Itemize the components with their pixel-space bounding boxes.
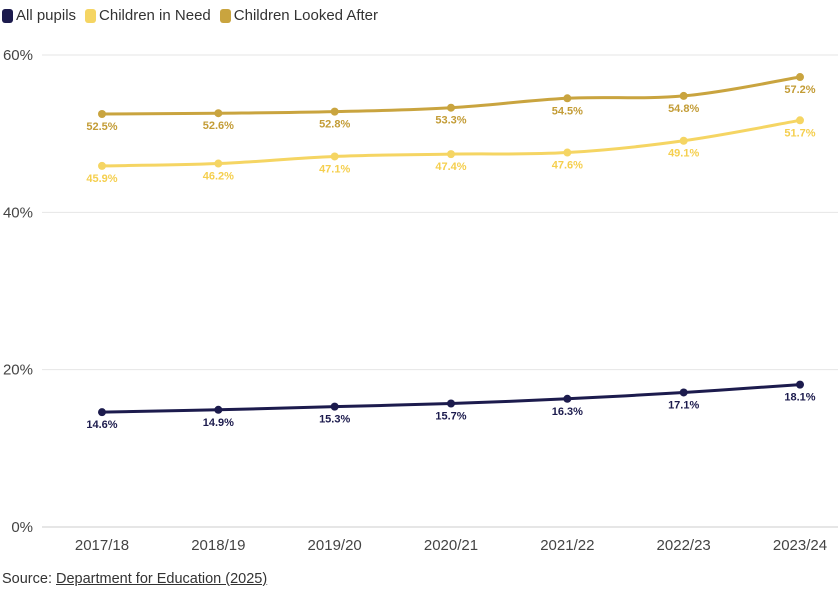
data-point: [330, 107, 339, 116]
data-point: [796, 116, 804, 125]
line-chart: 0% 20% 40% 60% 2017/18 2018/19 2019/20 2020/21 2…: [3, 47, 838, 554]
data-point: [679, 388, 688, 397]
y-tick-label: 20%: [3, 362, 33, 379]
legend-label-children-in-need: Children in Need: [99, 7, 211, 24]
data-point: [447, 399, 455, 408]
data-label: 52.8%: [319, 119, 350, 131]
data-label: 17.1%: [668, 399, 699, 411]
data-label: 52.5%: [86, 121, 117, 133]
data-point: [447, 150, 455, 159]
x-tick-label: 2021/22: [540, 537, 594, 554]
legend-label-children-looked-after: Children Looked After: [233, 7, 379, 24]
data-point: [214, 405, 223, 414]
legend-swatch-all-pupils: [2, 8, 13, 23]
data-label: 16.3%: [552, 406, 583, 418]
data-label: 45.9%: [86, 173, 117, 185]
data-point: [563, 394, 572, 403]
chart-legend: All pupils Children in Need Children Loo…: [2, 7, 381, 24]
legend-item-children-in-need[interactable]: Children in Need: [85, 7, 211, 24]
x-tick-label: 2020/21: [424, 537, 478, 554]
data-point: [330, 402, 339, 411]
source-note: Source: Department for Education (2025): [2, 571, 267, 587]
data-point: [679, 136, 688, 145]
x-tick-label: 2022/23: [657, 537, 711, 554]
legend-label-all-pupils: All pupils: [16, 7, 77, 24]
data-label: 51.7%: [784, 127, 815, 139]
data-point: [98, 110, 106, 118]
data-point: [796, 73, 804, 82]
data-point: [98, 408, 106, 417]
data-label: 18.1%: [784, 392, 815, 404]
data-label: 47.1%: [319, 163, 350, 175]
data-label: 15.7%: [435, 410, 466, 422]
data-label: 47.6%: [552, 160, 583, 172]
data-point: [563, 94, 572, 103]
source-prefix: Source:: [2, 571, 56, 587]
legend-item-children-looked-after[interactable]: Children Looked After: [219, 7, 379, 24]
legend-swatch-children-in-need: [85, 8, 97, 23]
data-label: 15.3%: [319, 414, 350, 426]
x-tick-label: 2023/24: [773, 537, 827, 554]
legend-item-all-pupils[interactable]: All pupils: [2, 7, 76, 24]
x-tick-label: 2019/20: [308, 537, 362, 554]
data-label: 57.2%: [784, 84, 815, 96]
data-point: [214, 109, 223, 118]
data-point: [447, 103, 455, 112]
y-tick-label: 60%: [3, 47, 33, 64]
x-tick-label: 2017/18: [75, 537, 129, 554]
data-label: 52.6%: [203, 120, 234, 132]
legend-swatch-children-looked-after: [219, 8, 231, 23]
source-link[interactable]: Department for Education (2025): [56, 571, 268, 587]
data-point: [98, 161, 106, 170]
data-label: 47.4%: [435, 161, 466, 173]
data-label: 14.6%: [86, 419, 117, 431]
data-label: 54.8%: [668, 103, 699, 115]
data-label: 54.5%: [552, 105, 583, 117]
data-point: [679, 91, 688, 100]
data-point: [796, 380, 804, 389]
data-label: 49.1%: [668, 148, 699, 160]
data-label: 53.3%: [435, 115, 466, 127]
data-label: 14.9%: [203, 417, 234, 429]
data-point: [563, 148, 572, 157]
data-point: [214, 159, 223, 168]
data-label: 46.2%: [203, 171, 234, 183]
y-tick-label: 40%: [3, 204, 33, 221]
data-point: [330, 152, 339, 161]
x-tick-label: 2018/19: [191, 537, 245, 554]
y-tick-label: 0%: [11, 519, 33, 536]
